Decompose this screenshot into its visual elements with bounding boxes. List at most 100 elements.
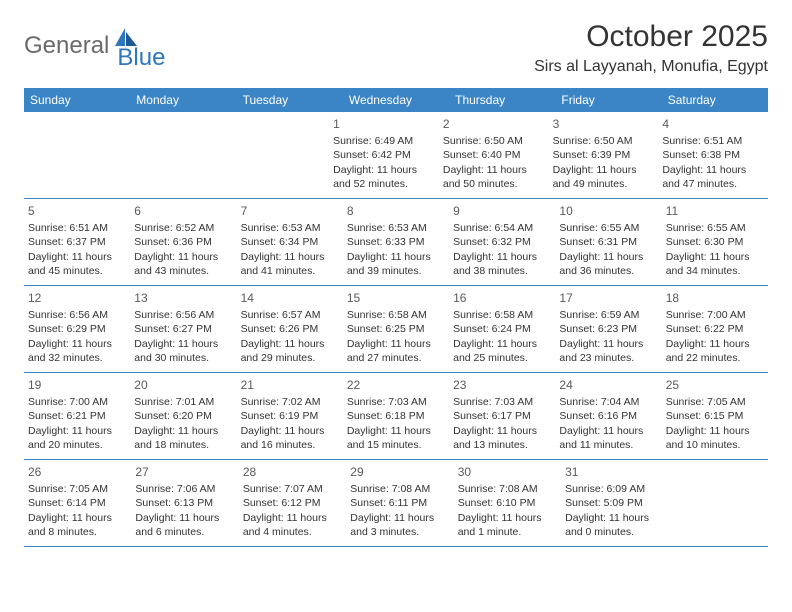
day-sunset: Sunset: 6:42 PM: [333, 148, 435, 162]
day-number: 8: [347, 203, 445, 219]
day-daylight2: and 3 minutes.: [350, 525, 449, 539]
day-daylight1: Daylight: 11 hours: [241, 424, 339, 438]
logo-text-blue: Blue: [117, 44, 165, 72]
logo: General Blue: [24, 28, 189, 63]
day-sunset: Sunset: 6:15 PM: [666, 409, 764, 423]
day-daylight2: and 45 minutes.: [28, 264, 126, 278]
day-cell: 7Sunrise: 6:53 AMSunset: 6:34 PMDaylight…: [237, 199, 343, 285]
day-sunrise: Sunrise: 6:09 AM: [565, 482, 664, 496]
day-daylight2: and 23 minutes.: [559, 351, 657, 365]
day-daylight2: and 50 minutes.: [443, 177, 545, 191]
day-sunrise: Sunrise: 7:05 AM: [28, 482, 127, 496]
day-daylight1: Daylight: 11 hours: [458, 511, 557, 525]
day-daylight2: and 34 minutes.: [666, 264, 764, 278]
day-header: Monday: [130, 88, 236, 112]
day-sunset: Sunset: 6:33 PM: [347, 235, 445, 249]
month-title: October 2025: [534, 20, 768, 54]
day-sunrise: Sunrise: 6:56 AM: [134, 308, 232, 322]
day-sunset: Sunset: 5:09 PM: [565, 496, 664, 510]
day-cell: 25Sunrise: 7:05 AMSunset: 6:15 PMDayligh…: [662, 373, 768, 459]
day-daylight2: and 22 minutes.: [666, 351, 764, 365]
day-number: 6: [134, 203, 232, 219]
day-sunset: Sunset: 6:14 PM: [28, 496, 127, 510]
day-sunrise: Sunrise: 6:55 AM: [559, 221, 657, 235]
day-cell: 4Sunrise: 6:51 AMSunset: 6:38 PMDaylight…: [658, 112, 768, 198]
day-sunset: Sunset: 6:38 PM: [662, 148, 764, 162]
day-sunrise: Sunrise: 6:57 AM: [241, 308, 339, 322]
week-row: 5Sunrise: 6:51 AMSunset: 6:37 PMDaylight…: [24, 199, 768, 286]
day-daylight1: Daylight: 11 hours: [241, 337, 339, 351]
day-number: 9: [453, 203, 551, 219]
day-number: 17: [559, 290, 657, 306]
day-daylight2: and 47 minutes.: [662, 177, 764, 191]
day-number: 26: [28, 464, 127, 480]
day-sunset: Sunset: 6:22 PM: [666, 322, 764, 336]
day-sunset: Sunset: 6:36 PM: [134, 235, 232, 249]
day-sunset: Sunset: 6:24 PM: [453, 322, 551, 336]
day-number: 19: [28, 377, 126, 393]
day-number: 18: [666, 290, 764, 306]
day-cell: 12Sunrise: 6:56 AMSunset: 6:29 PMDayligh…: [24, 286, 130, 372]
day-cell: 22Sunrise: 7:03 AMSunset: 6:18 PMDayligh…: [343, 373, 449, 459]
day-header: Saturday: [662, 88, 768, 112]
day-daylight1: Daylight: 11 hours: [559, 337, 657, 351]
day-sunset: Sunset: 6:12 PM: [243, 496, 342, 510]
day-number: 22: [347, 377, 445, 393]
day-cell: 14Sunrise: 6:57 AMSunset: 6:26 PMDayligh…: [237, 286, 343, 372]
day-sunset: Sunset: 6:19 PM: [241, 409, 339, 423]
day-sunset: Sunset: 6:32 PM: [453, 235, 551, 249]
day-number: 16: [453, 290, 551, 306]
day-sunrise: Sunrise: 6:50 AM: [553, 134, 655, 148]
day-daylight1: Daylight: 11 hours: [134, 337, 232, 351]
day-cell: 11Sunrise: 6:55 AMSunset: 6:30 PMDayligh…: [662, 199, 768, 285]
empty-day-cell: [126, 112, 228, 198]
day-header: Wednesday: [343, 88, 449, 112]
day-number: 12: [28, 290, 126, 306]
day-number: 20: [134, 377, 232, 393]
day-sunrise: Sunrise: 7:00 AM: [666, 308, 764, 322]
day-daylight2: and 49 minutes.: [553, 177, 655, 191]
day-sunset: Sunset: 6:25 PM: [347, 322, 445, 336]
day-daylight2: and 30 minutes.: [134, 351, 232, 365]
day-daylight1: Daylight: 11 hours: [559, 424, 657, 438]
day-sunrise: Sunrise: 7:01 AM: [134, 395, 232, 409]
day-daylight1: Daylight: 11 hours: [135, 511, 234, 525]
day-sunset: Sunset: 6:20 PM: [134, 409, 232, 423]
day-number: 4: [662, 116, 764, 132]
day-daylight2: and 29 minutes.: [241, 351, 339, 365]
day-daylight2: and 4 minutes.: [243, 525, 342, 539]
day-daylight2: and 36 minutes.: [559, 264, 657, 278]
empty-day-cell: [24, 112, 126, 198]
day-number: 7: [241, 203, 339, 219]
day-sunrise: Sunrise: 6:49 AM: [333, 134, 435, 148]
day-daylight1: Daylight: 11 hours: [453, 337, 551, 351]
day-daylight2: and 15 minutes.: [347, 438, 445, 452]
day-daylight2: and 11 minutes.: [559, 438, 657, 452]
day-sunrise: Sunrise: 6:53 AM: [347, 221, 445, 235]
day-daylight2: and 8 minutes.: [28, 525, 127, 539]
day-number: 24: [559, 377, 657, 393]
day-sunset: Sunset: 6:26 PM: [241, 322, 339, 336]
day-daylight1: Daylight: 11 hours: [443, 163, 545, 177]
day-daylight2: and 20 minutes.: [28, 438, 126, 452]
day-number: 31: [565, 464, 664, 480]
day-number: 21: [241, 377, 339, 393]
day-number: 29: [350, 464, 449, 480]
day-number: 27: [135, 464, 234, 480]
day-number: 5: [28, 203, 126, 219]
day-cell: 17Sunrise: 6:59 AMSunset: 6:23 PMDayligh…: [555, 286, 661, 372]
calendar-grid: SundayMondayTuesdayWednesdayThursdayFrid…: [24, 88, 768, 547]
day-sunset: Sunset: 6:16 PM: [559, 409, 657, 423]
day-daylight2: and 32 minutes.: [28, 351, 126, 365]
day-daylight1: Daylight: 11 hours: [347, 337, 445, 351]
day-sunrise: Sunrise: 6:52 AM: [134, 221, 232, 235]
day-daylight2: and 39 minutes.: [347, 264, 445, 278]
day-daylight1: Daylight: 11 hours: [28, 337, 126, 351]
day-daylight2: and 38 minutes.: [453, 264, 551, 278]
empty-day-cell: [227, 112, 329, 198]
day-cell: 2Sunrise: 6:50 AMSunset: 6:40 PMDaylight…: [439, 112, 549, 198]
day-number: 30: [458, 464, 557, 480]
day-cell: 3Sunrise: 6:50 AMSunset: 6:39 PMDaylight…: [549, 112, 659, 198]
day-sunrise: Sunrise: 6:58 AM: [453, 308, 551, 322]
day-sunrise: Sunrise: 6:51 AM: [28, 221, 126, 235]
